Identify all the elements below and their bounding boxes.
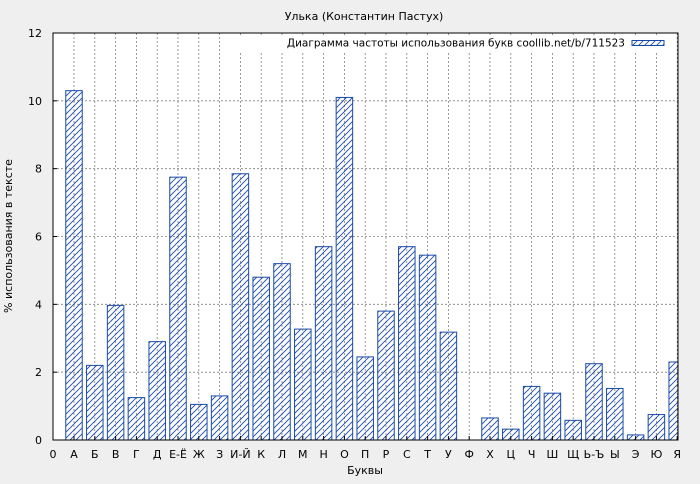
x-tick-label: Ф [464,448,473,461]
bar-Б [86,364,104,440]
x-tick-label: Е-Ё [169,448,187,461]
x-tick-label: С [403,448,411,461]
x-tick-label: И-Й [230,448,250,461]
x-tick-label: Б [91,448,99,461]
bar-Л [273,263,291,440]
legend-label: Диаграмма частоты использования букв coo… [287,38,625,50]
bar-О [335,96,354,440]
x-tick-label: А [70,448,78,461]
x-tick-label: Ы [610,448,620,461]
legend-box [240,35,672,51]
x-tick-label: П [361,448,369,461]
x-tick-label-origin: 0 [50,448,57,461]
bar-Я [668,361,678,440]
bar-У [439,331,458,440]
bar-С [398,246,416,440]
y-tick-label: 12 [28,27,42,40]
x-tick-label: Я [673,448,681,461]
legend: Диаграмма частоты использования букв coo… [240,35,672,51]
bar-Ж [190,403,208,440]
bar-Ч [522,385,541,440]
bar-Т [418,254,437,440]
bar-К [252,276,270,440]
bar-Е-Ё [169,176,187,440]
x-tick-label: Ь-Ъ [584,448,605,461]
x-axis-label: Буквы [347,464,383,477]
bar-Д [148,341,166,440]
bar-Ь-Ъ [585,363,603,440]
x-tick-label: З [216,448,223,461]
bar-В [106,304,125,440]
x-tick-label: У [445,448,452,461]
x-tick-label: К [257,448,265,461]
x-tick-label: М [298,448,308,461]
y-tick-label: 0 [35,434,42,447]
y-tick-label: 8 [35,163,42,176]
y-tick-label: 2 [35,366,42,379]
bar-А [65,90,83,440]
y-tick-label: 10 [28,95,42,108]
x-tick-label: Ш [547,448,559,461]
bar-Ю [647,414,666,440]
bars [65,90,678,440]
x-tick-label: Х [486,448,494,461]
x-tick-label: Э [632,448,640,461]
x-tick-label: Щ [567,448,579,461]
x-tick-label: Ж [193,448,205,461]
chart-title: Улька (Константин Пастух) [285,10,444,23]
legend-swatch [631,40,665,46]
x-tick-label: В [112,448,120,461]
bar-Ы [606,387,624,440]
bar-Ш [543,392,562,440]
bar-Н [314,246,333,440]
x-tick-label: Л [278,448,286,461]
x-tick-label: Ц [507,448,516,461]
bar-П [356,356,374,440]
x-tick-label: Т [423,448,431,461]
bar-И-Й [231,173,250,440]
x-tick-label: Г [133,448,140,461]
y-tick-label: 6 [35,231,42,244]
bar-Р [377,310,395,440]
x-tick-label: О [340,448,349,461]
y-tick-label: 4 [35,298,42,311]
y-axis-label: % использования в тексте [2,159,15,313]
bar-З [210,395,229,440]
bar-М [294,328,312,440]
bar-Щ [564,419,582,440]
x-tick-label: Н [319,448,327,461]
x-tick-label: Ю [650,448,662,461]
bar-Г [127,397,146,440]
x-tick-label: Ч [528,448,536,461]
x-tick-label: Р [383,448,390,461]
x-tick-label: Д [153,448,162,461]
bar-Ц [502,428,520,440]
